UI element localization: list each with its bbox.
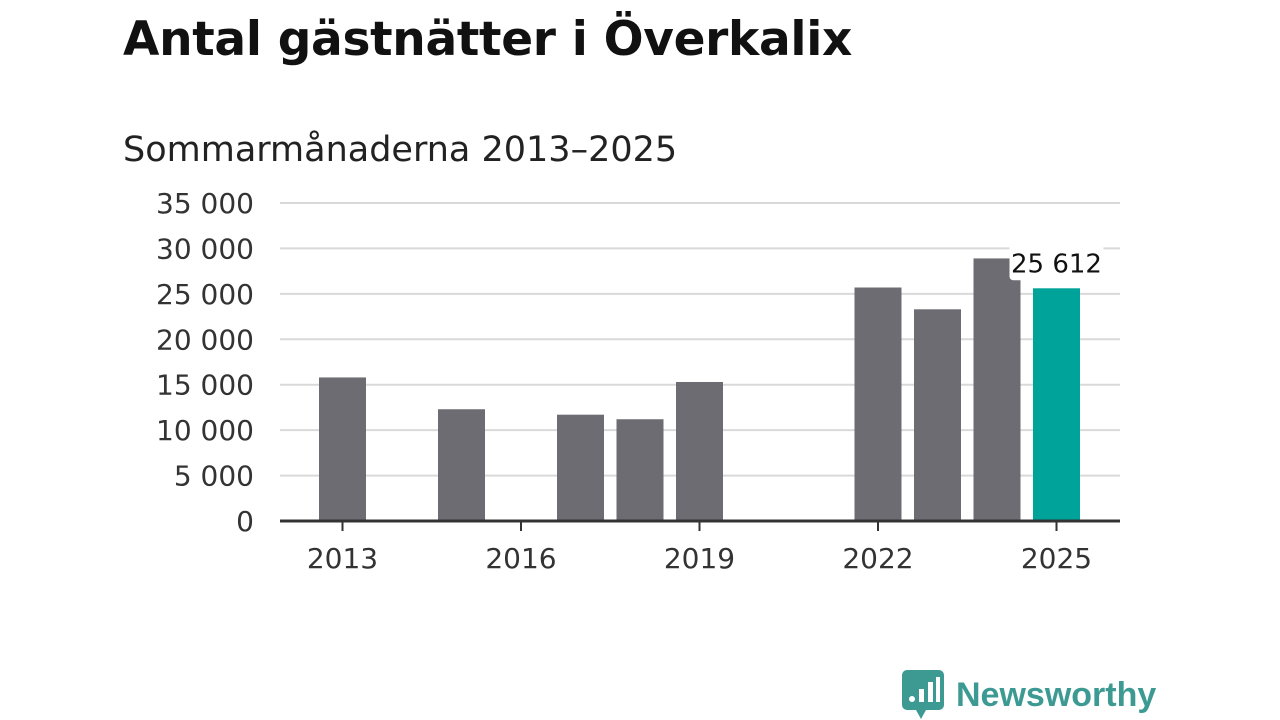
bar-2015	[438, 409, 485, 521]
bar-2013	[319, 377, 366, 521]
x-tick-label: 2025	[1021, 542, 1092, 575]
bar-2017	[557, 414, 604, 521]
chart-subtitle: Sommarmånaderna 2013–2025	[123, 130, 678, 170]
y-tick-label: 15 000	[156, 369, 254, 402]
x-tick-label: 2016	[485, 542, 556, 575]
bar-2025	[1033, 288, 1080, 521]
newsworthy-logo: Newsworthy	[902, 670, 1156, 720]
chart-title: Antal gästnätter i Överkalix	[123, 12, 853, 67]
data-label-2025: 25 612	[1011, 249, 1102, 279]
x-tick-label: 2013	[307, 542, 378, 575]
y-tick-label: 30 000	[156, 232, 254, 265]
bar-2019	[676, 381, 723, 521]
y-tick-label: 35 000	[156, 187, 254, 220]
y-tick-label: 0	[236, 505, 254, 538]
y-tick-label: 5 000	[174, 460, 254, 493]
y-tick-label: 20 000	[156, 323, 254, 356]
data-label-background	[1009, 244, 1104, 281]
y-tick-label: 10 000	[156, 414, 254, 447]
x-tick-label: 2022	[842, 542, 913, 575]
newsworthy-logo-icon	[902, 670, 944, 719]
y-tick-label: 25 000	[156, 278, 254, 311]
newsworthy-logo-text: Newsworthy	[956, 675, 1157, 714]
bar-2018	[616, 419, 664, 521]
bar-2022	[854, 287, 902, 521]
x-tick-label: 2019	[664, 542, 735, 575]
bar-2024	[973, 258, 1021, 521]
bar-2023	[914, 309, 961, 521]
